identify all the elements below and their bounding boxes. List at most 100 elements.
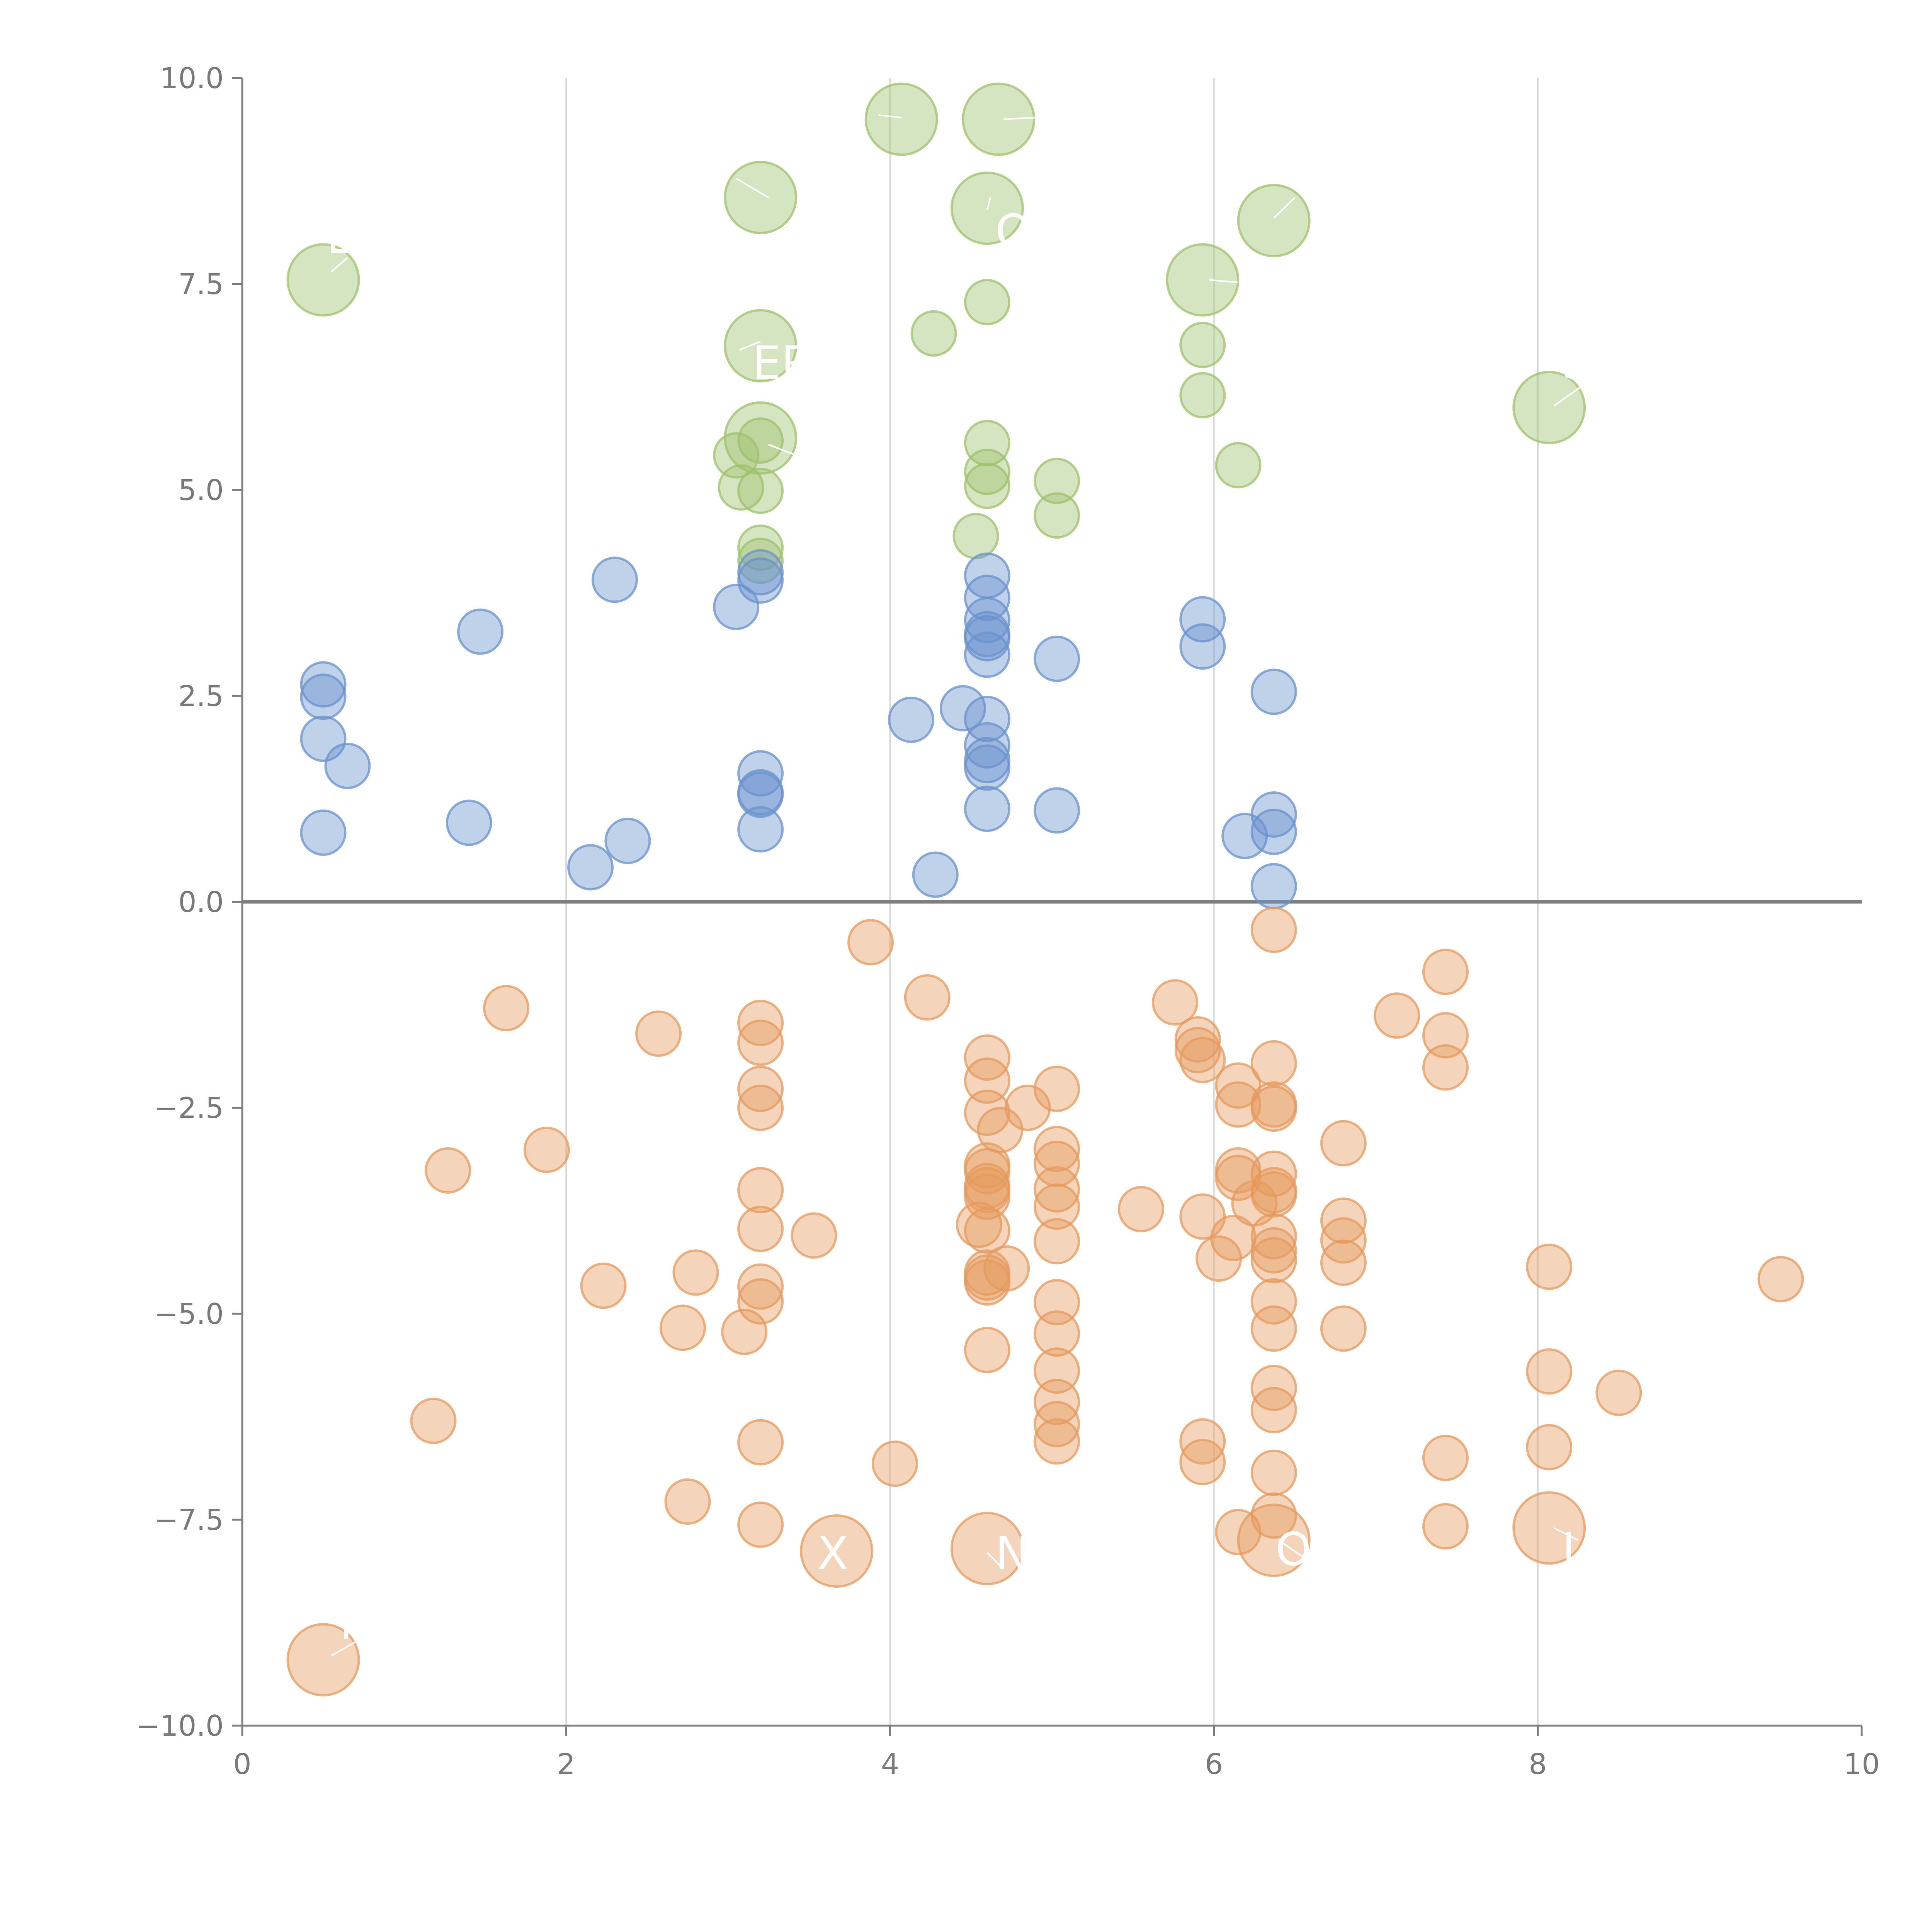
orange-bubble: [1250, 906, 1297, 953]
orange-bubble: [1118, 1186, 1165, 1233]
blue-bubble: [1179, 623, 1226, 670]
green-bubble: [737, 417, 784, 464]
annotation-label: ER: [752, 336, 813, 389]
blue-bubble: [964, 615, 1010, 662]
blue-bubble: [300, 661, 347, 708]
y-tick-label: 2.5: [178, 680, 224, 713]
blue-bubble: [939, 685, 986, 731]
blue-bubble: [888, 696, 934, 743]
orange-bubble: [1422, 1435, 1469, 1481]
orange-bubble: [1250, 1305, 1297, 1352]
blue-bubble: [964, 597, 1010, 643]
orange-bubble: [721, 1308, 768, 1355]
leader-line: [1553, 382, 1587, 407]
leader-line: [331, 1638, 361, 1656]
orange-bubble: [737, 1278, 784, 1325]
green-bubble: [1179, 372, 1226, 418]
blue-bubble: [737, 557, 784, 604]
orange-bubble: [737, 1000, 784, 1046]
green-bubble: [724, 161, 798, 235]
blue-bubble: [300, 809, 347, 856]
blue-bubble: [1034, 636, 1080, 682]
green-bubble: [724, 401, 798, 475]
annotation-label: EN: [327, 210, 389, 264]
bubbles: [286, 82, 1804, 1697]
annotation-label: X: [817, 1527, 849, 1580]
orange-bubble: [983, 1245, 1030, 1292]
green-bubble: [724, 309, 798, 383]
orange-bubble: [737, 1501, 784, 1548]
green-bubble: [910, 310, 957, 357]
green-bubble: [964, 463, 1010, 509]
orange-bubble: [1034, 1310, 1080, 1357]
orange-bubble: [964, 1057, 1010, 1104]
green-bubble: [718, 464, 764, 511]
orange-bubble: [483, 985, 530, 1032]
orange-bubble: [1595, 1369, 1642, 1416]
orange-bubble: [1250, 1171, 1297, 1218]
blue-bubble: [591, 556, 638, 603]
orange-bubble: [1179, 1418, 1226, 1465]
green-bubble: [962, 82, 1036, 156]
orange-bubble: [1320, 1197, 1367, 1244]
orange-bubble: [286, 1623, 360, 1697]
orange-bubble: [1004, 1085, 1051, 1131]
orange-bubble: [1250, 1278, 1297, 1325]
y-tick-label: 0.0: [178, 886, 224, 919]
y-tick-label: −2.5: [154, 1092, 224, 1125]
orange-bubble: [1034, 1418, 1080, 1465]
blue-bubble: [1179, 596, 1226, 643]
orange-bubble: [1250, 1237, 1297, 1284]
orange-bubble: [1250, 1492, 1297, 1539]
orange-bubble: [523, 1126, 570, 1173]
leader-line: [986, 197, 992, 210]
leader-line: [1003, 117, 1036, 120]
green-bubble: [952, 513, 999, 560]
blue-bubble: [300, 673, 347, 720]
orange-bubble: [659, 1304, 706, 1351]
orange-bubble: [1374, 992, 1420, 1039]
blue-bubble: [446, 799, 492, 846]
green-bubble: [1512, 371, 1586, 444]
blue-bubble: [604, 818, 651, 864]
orange-bubble: [737, 1167, 784, 1214]
orange-bubble: [871, 1440, 918, 1487]
blue-bubble: [964, 696, 1010, 742]
green-bubble: [1215, 442, 1262, 489]
orange-bubble: [737, 1085, 784, 1131]
blue-bubble: [713, 583, 760, 630]
y-tick-label: 7.5: [178, 268, 224, 301]
green-bubble: [1034, 492, 1080, 539]
orange-bubble: [1237, 1503, 1311, 1577]
blue-bubble: [324, 743, 371, 789]
orange-bubble: [737, 1206, 784, 1252]
orange-bubble: [1034, 1065, 1080, 1112]
orange-bubble: [1526, 1243, 1573, 1290]
annotation-label: O: [1276, 1522, 1311, 1576]
y-tick-label: −7.5: [154, 1503, 224, 1537]
orange-bubble: [737, 1065, 784, 1112]
orange-bubble: [1422, 949, 1469, 995]
orange-bubble: [1320, 1239, 1367, 1286]
green-bubble: [1034, 457, 1080, 504]
annotation-label: O: [995, 204, 1031, 258]
blue-bubble: [912, 851, 959, 898]
leader-line: [986, 1552, 1004, 1570]
green-bubble: [864, 82, 938, 156]
orange-bubble: [1422, 1044, 1469, 1091]
x-tick-label: 2: [557, 1748, 575, 1781]
leader-lines: [331, 114, 1587, 1656]
green-bubble: [737, 524, 784, 571]
annotations: EN O ER S M X N O J: [327, 204, 1591, 1650]
leader-line: [331, 257, 348, 272]
orange-bubble: [1250, 1150, 1297, 1197]
green-bubble: [1237, 184, 1311, 257]
orange-bubble: [1034, 1183, 1080, 1230]
orange-bubble: [964, 1207, 1010, 1254]
orange-bubble: [791, 1212, 837, 1259]
orange-bubble: [1250, 1387, 1297, 1434]
orange-bubble: [580, 1262, 627, 1309]
leader-line: [736, 178, 769, 198]
green-bubble: [286, 243, 360, 317]
